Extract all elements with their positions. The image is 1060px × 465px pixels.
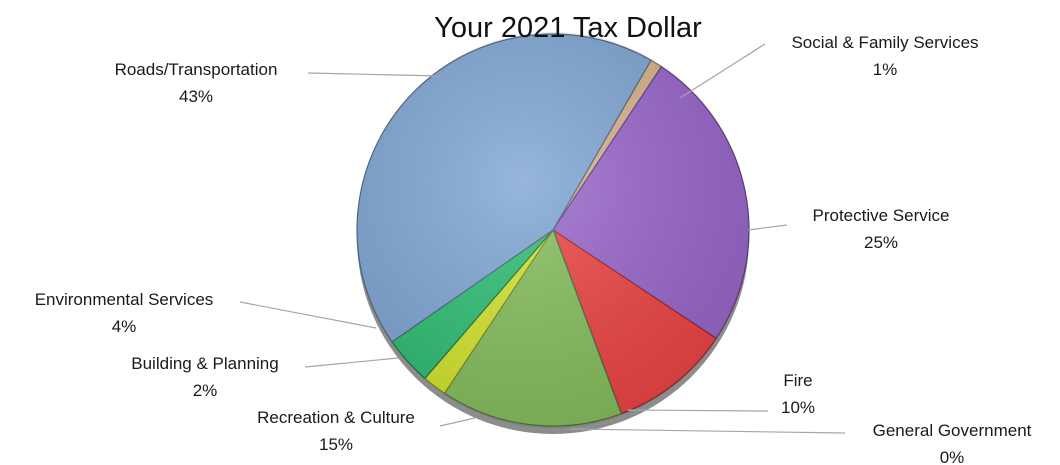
slice-name-fire: Fire xyxy=(783,371,812,390)
leader-line-protective-service xyxy=(747,224,788,231)
leader-line-environmental-services xyxy=(239,301,377,329)
leader-line-roads-transportation xyxy=(307,72,441,77)
chart-title: Your 2021 Tax Dollar xyxy=(434,12,702,44)
slice-name-building-planning: Building & Planning xyxy=(131,354,278,373)
pie-slices xyxy=(356,33,750,427)
slice-percent-protective-service: 25% xyxy=(864,233,898,252)
leader-lines xyxy=(239,43,846,434)
slice-name-social-family-services: Social & Family Services xyxy=(791,33,978,52)
slice-name-roads-transportation: Roads/Transportation xyxy=(115,60,278,79)
leader-line-fire xyxy=(627,409,769,412)
leader-line-building-planning xyxy=(304,357,399,368)
slice-name-recreation-culture: Recreation & Culture xyxy=(257,408,415,427)
slice-labels: Social & Family Services 1% Protective Ser… xyxy=(35,33,1032,465)
leader-line-social-family-services xyxy=(679,43,766,99)
leader-line-general-government xyxy=(569,428,846,434)
leader-line-recreation-culture xyxy=(439,417,476,427)
slice-name-general-government: General Government xyxy=(873,421,1032,440)
slice-percent-general-government: 0% xyxy=(940,448,965,465)
slice-percent-building-planning: 2% xyxy=(193,381,218,400)
slice-percent-social-family-services: 1% xyxy=(873,60,898,79)
slice-percent-environmental-services: 4% xyxy=(112,317,137,336)
slice-name-environmental-services: Environmental Services xyxy=(35,290,214,309)
slice-percent-fire: 10% xyxy=(781,398,815,417)
slice-name-protective-service: Protective Service xyxy=(813,206,950,225)
slice-percent-roads-transportation: 43% xyxy=(179,87,213,106)
slice-percent-recreation-culture: 15% xyxy=(319,435,353,454)
